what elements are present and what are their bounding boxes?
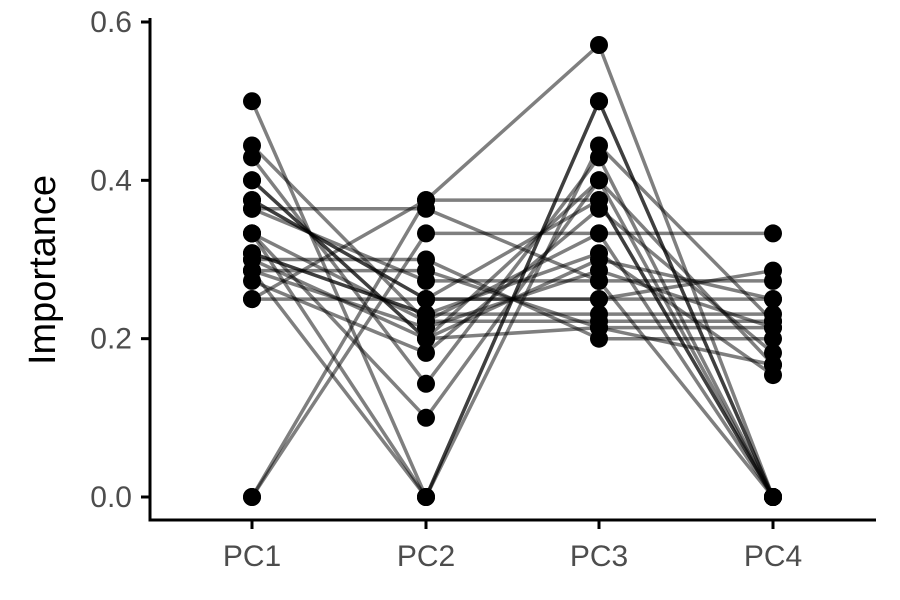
data-point	[417, 329, 435, 348]
data-point	[590, 250, 608, 269]
data-point	[243, 290, 261, 309]
data-point	[590, 271, 608, 290]
data-point	[764, 312, 782, 331]
data-point	[764, 261, 782, 280]
x-axis: PC1 PC2 PC3 PC4	[223, 520, 802, 573]
data-point	[764, 290, 782, 309]
data-point	[764, 224, 782, 243]
data-point	[417, 290, 435, 309]
data-point	[243, 171, 261, 190]
y-axis-title: Importance	[22, 175, 64, 365]
series-line	[250, 179, 774, 367]
data-point	[590, 171, 608, 190]
data-point	[243, 224, 261, 243]
x-tick-label: PC2	[397, 540, 455, 573]
data-point	[590, 290, 608, 309]
data-point	[243, 92, 261, 111]
series-line	[251, 198, 774, 301]
y-tick-label: 0.6	[90, 6, 132, 39]
series-line	[251, 251, 775, 377]
data-point	[417, 488, 435, 506]
data-point	[590, 92, 608, 111]
series-lines	[250, 43, 775, 499]
data-point	[590, 312, 608, 331]
data-point	[417, 408, 435, 427]
x-tick-label: PC3	[570, 540, 628, 573]
data-point	[417, 343, 435, 362]
data-point	[590, 36, 608, 54]
y-axis: 0.0 0.2 0.4 0.6	[90, 6, 150, 514]
data-point	[417, 191, 435, 210]
data-points	[243, 36, 782, 506]
data-point	[417, 374, 435, 393]
data-point	[417, 271, 435, 290]
data-point	[243, 488, 261, 506]
series-line	[251, 231, 773, 324]
series-line	[252, 207, 775, 499]
axis-lines	[148, 18, 876, 522]
data-point	[764, 488, 782, 506]
x-tick-label: PC4	[744, 540, 802, 573]
data-point	[417, 224, 435, 243]
x-tick-label: PC1	[223, 540, 281, 573]
data-point	[243, 148, 261, 167]
data-point	[590, 224, 608, 243]
y-tick-label: 0.0	[90, 481, 132, 514]
series-line	[250, 144, 775, 498]
data-point	[243, 191, 261, 210]
data-point	[590, 136, 608, 155]
data-point	[590, 191, 608, 210]
data-point	[243, 250, 261, 269]
data-point	[764, 355, 782, 374]
data-point	[417, 312, 435, 331]
y-tick-label: 0.4	[90, 164, 132, 197]
y-tick-label: 0.2	[90, 323, 132, 356]
